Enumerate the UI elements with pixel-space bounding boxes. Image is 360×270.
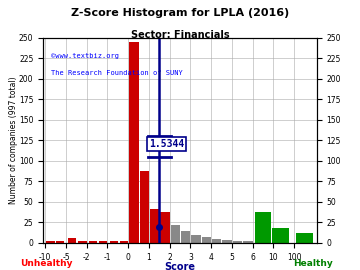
Text: Unhealthy: Unhealthy [21, 259, 73, 268]
Text: The Research Foundation of SUNY: The Research Foundation of SUNY [51, 70, 183, 76]
Bar [222, 240, 232, 243]
Bar [233, 241, 242, 243]
Bar [243, 241, 253, 243]
Bar [181, 231, 190, 243]
Text: ©www.textbiz.org: ©www.textbiz.org [51, 53, 120, 59]
Bar [120, 241, 128, 243]
X-axis label: Score: Score [165, 262, 195, 270]
Bar [160, 212, 170, 243]
Bar [68, 238, 76, 243]
Bar [99, 241, 107, 243]
Bar [202, 237, 211, 243]
Bar [109, 241, 118, 243]
Bar [212, 239, 221, 243]
Bar [272, 228, 289, 243]
Bar [78, 241, 87, 243]
Bar [171, 225, 180, 243]
Text: Healthy: Healthy [293, 259, 333, 268]
Bar [296, 233, 312, 243]
Y-axis label: Number of companies (997 total): Number of companies (997 total) [9, 77, 18, 204]
Text: Sector: Financials: Sector: Financials [131, 30, 229, 40]
Bar [89, 241, 97, 243]
Text: 1.5344: 1.5344 [149, 139, 184, 149]
Bar [140, 171, 149, 243]
Bar [129, 42, 139, 243]
Text: Z-Score Histogram for LPLA (2016): Z-Score Histogram for LPLA (2016) [71, 8, 289, 18]
Bar [56, 241, 64, 243]
Bar [192, 235, 201, 243]
Bar [46, 241, 55, 243]
Bar [255, 212, 271, 243]
Bar [150, 208, 159, 243]
